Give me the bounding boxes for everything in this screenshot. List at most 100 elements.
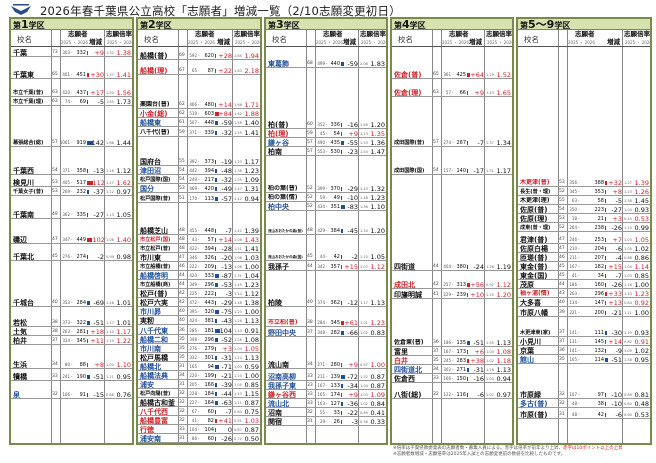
table-row: 生浜 34 80- 88 +8 1.00 1.10 [11, 361, 132, 369]
decrease-bar [215, 310, 219, 314]
header-ratio-years: 2025 ・ 2026 [235, 40, 262, 45]
change-value: +56 [470, 281, 484, 289]
table-row: 鎌ヶ谷西 33 165-174 +9 1.03 1.09 [266, 391, 386, 399]
deviation-value: 55 [559, 198, 565, 203]
header-ratio: 志願倍率 [486, 30, 512, 38]
header-applicant-years: 2025 ・ 2026 [442, 40, 469, 45]
applicants-2025: 472 [189, 300, 197, 305]
decrease-bar [87, 190, 89, 194]
separator: - [71, 392, 73, 397]
applicants-2026: 147 [594, 300, 604, 306]
school-name: 市川昴 [140, 308, 161, 316]
column-divider [104, 30, 105, 443]
separator: - [198, 382, 200, 387]
ratio-2025: 1.16 [624, 283, 632, 287]
separator: - [326, 320, 328, 325]
deviation-value: 48 [307, 228, 313, 233]
applicants-2026: 326 [204, 255, 214, 261]
deviation-value: 34 [179, 373, 185, 378]
decrease-bar [215, 178, 217, 182]
table-row: 木更津東(家) 37 141- 111 -30 1.19 0.93 [518, 329, 650, 337]
ratio-2026: 1.00 [370, 361, 385, 369]
table-row: 佐倉(理) 63 57-66 +9 1.43 1.65 [392, 89, 512, 97]
change-value: -7 [615, 272, 622, 280]
applicants-2025: 166 [443, 376, 451, 381]
ratio-2025: 1.16 [106, 169, 114, 173]
separator: - [578, 207, 580, 212]
ratio-2026: 1.36 [370, 139, 385, 147]
ratio-2026: 1.17 [496, 167, 511, 175]
table-row: 土気 38 263-281 +18 1.10 1.17 [11, 328, 132, 336]
ratio-2026: 1.43 [244, 236, 259, 244]
applicants-2026: 425 [456, 72, 466, 78]
ratio-2025: 1.23 [234, 310, 242, 314]
applicants-2026: 320 [204, 309, 214, 315]
separator: - [452, 367, 454, 372]
ratio-2026: 1.17 [116, 328, 131, 336]
separator: - [326, 374, 328, 379]
school-name: 浦安 [140, 381, 154, 389]
deviation-value: 60 [307, 122, 313, 127]
change-value: +10 [470, 291, 484, 299]
ratio-2026: 1.45 [634, 197, 649, 205]
deviation-value: 35 [179, 337, 185, 342]
decrease-bar [467, 377, 468, 381]
ratio-2026: 1.22 [116, 337, 131, 345]
applicants-2026: 437 [76, 90, 86, 96]
ratio-2025: 1.10 [360, 255, 368, 259]
applicants-2026: 384 [330, 228, 340, 234]
applicants-2025: 167 [317, 383, 325, 388]
table-row: 長生(普・理) 52 345- 353 +8 1.23 1.26 [518, 188, 650, 196]
deviation-value: 51 [179, 196, 185, 201]
school-name: 印旛明誠 [394, 291, 422, 299]
ratio-2026: 1.19 [496, 263, 511, 271]
school-name: 成東(普・理) [520, 225, 551, 231]
change-value: +7 [612, 236, 622, 244]
applicants-2026: 530 [330, 149, 340, 155]
decrease-bar [87, 141, 93, 145]
applicants-2025: 157 [443, 168, 451, 173]
applicants-2025: 106 [62, 392, 70, 397]
school-name: 佐倉(普) [394, 71, 422, 79]
separator: - [326, 401, 328, 406]
separator: - [198, 186, 200, 191]
decrease-bar [341, 411, 343, 415]
ratio-2026: 0.33 [370, 418, 385, 426]
separator: - [578, 180, 580, 185]
applicants-2026: 207 [594, 255, 604, 261]
increase-bar [215, 238, 216, 242]
ratio-2025: 1.85 [234, 54, 242, 58]
applicants-2025: 373 [62, 320, 70, 325]
ratio-2026: 1.71 [244, 101, 259, 109]
applicants-2026: 284 [76, 300, 86, 306]
separator: - [198, 328, 200, 333]
school-name: 沼南高柳 [268, 373, 296, 381]
table-row: 館山 35 165- 114 -51 1.38 0.95 [518, 356, 650, 364]
increase-bar [605, 181, 607, 185]
ratio-2025: 1.29 [486, 73, 494, 77]
applicants-2026: 60 [207, 436, 214, 442]
applicants-2025: 210 [569, 246, 577, 251]
applicants-2026: 113 [204, 196, 214, 202]
deviation-value: 38 [52, 320, 58, 325]
table-row: 大多喜 40 134- 147 +13 0.84 0.92 [518, 299, 650, 307]
ratio-2025: 1.34 [360, 229, 368, 233]
applicants-2025: 18 [571, 216, 577, 221]
change-value: -55 [347, 139, 358, 147]
applicants-2025: 55 [319, 410, 325, 415]
applicants-2025: 104 [189, 427, 197, 432]
decrease-bar [467, 141, 468, 145]
change-value: -32 [221, 176, 232, 184]
deviation-value: 32 [179, 409, 185, 414]
separator: - [578, 282, 580, 287]
table-row: 市立千葉(理) 63 74- 69 -5 1.85 1.73 [11, 98, 132, 106]
ratio-2025: 1.02 [360, 331, 368, 335]
applicants-2025: 405 [62, 180, 70, 185]
school-name: 流山おおたかの森(国) [268, 255, 303, 259]
applicants-2025: 276 [62, 254, 70, 259]
decrease-bar [605, 349, 606, 353]
ratio-2026: 1.32 [370, 185, 385, 193]
applicants-2025: 392 [189, 159, 197, 164]
ratio-2025: 1.42 [234, 197, 242, 201]
change-value: +9 [348, 361, 358, 369]
